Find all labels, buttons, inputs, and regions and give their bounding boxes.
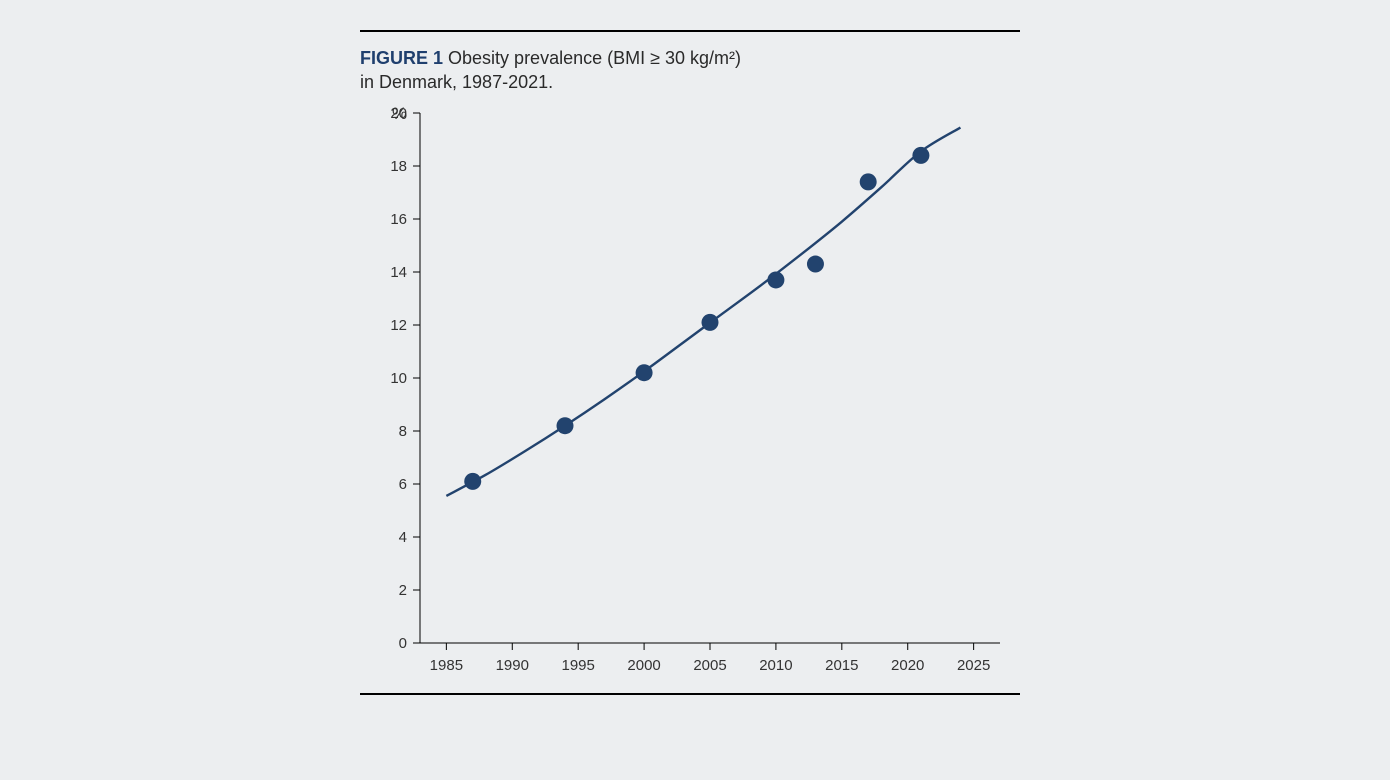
y-tick-label: 6 bbox=[399, 476, 407, 493]
y-tick-label: 18 bbox=[390, 158, 407, 175]
top-rule bbox=[360, 30, 1020, 32]
data-point bbox=[807, 255, 824, 272]
x-tick-label: 2010 bbox=[759, 657, 792, 674]
y-tick-label: 16 bbox=[390, 211, 407, 228]
chart: %024681012141618201985199019952000200520… bbox=[360, 103, 1020, 693]
y-tick-label: 2 bbox=[399, 582, 407, 599]
data-point bbox=[702, 313, 719, 330]
figure-label: FIGURE 1 bbox=[360, 48, 443, 68]
data-point bbox=[557, 417, 574, 434]
data-point bbox=[636, 364, 653, 381]
data-point bbox=[464, 472, 481, 489]
figure-title-line2: in Denmark, 1987-2021. bbox=[360, 72, 553, 92]
trend-line bbox=[446, 127, 960, 495]
figure-title-line1: Obesity prevalence (BMI ≥ 30 kg/m²) bbox=[448, 48, 741, 68]
y-tick-label: 20 bbox=[390, 105, 407, 122]
x-tick-label: 2000 bbox=[627, 657, 660, 674]
figure-caption: FIGURE 1 Obesity prevalence (BMI ≥ 30 kg… bbox=[360, 46, 1020, 95]
x-tick-label: 1985 bbox=[430, 657, 463, 674]
bottom-rule bbox=[360, 693, 1020, 695]
data-point bbox=[767, 271, 784, 288]
x-tick-label: 2015 bbox=[825, 657, 858, 674]
x-tick-label: 2025 bbox=[957, 657, 990, 674]
y-tick-label: 14 bbox=[390, 264, 407, 281]
x-tick-label: 1995 bbox=[561, 657, 594, 674]
y-tick-label: 0 bbox=[399, 635, 407, 652]
x-tick-label: 2020 bbox=[891, 657, 924, 674]
y-tick-label: 10 bbox=[390, 370, 407, 387]
x-tick-label: 1990 bbox=[496, 657, 529, 674]
figure-container: FIGURE 1 Obesity prevalence (BMI ≥ 30 kg… bbox=[360, 30, 1020, 695]
y-tick-label: 4 bbox=[399, 529, 407, 546]
y-tick-label: 12 bbox=[390, 317, 407, 334]
data-point bbox=[860, 173, 877, 190]
x-tick-label: 2005 bbox=[693, 657, 726, 674]
y-tick-label: 8 bbox=[399, 423, 407, 440]
data-point bbox=[912, 146, 929, 163]
chart-svg: %024681012141618201985199019952000200520… bbox=[360, 103, 1020, 693]
